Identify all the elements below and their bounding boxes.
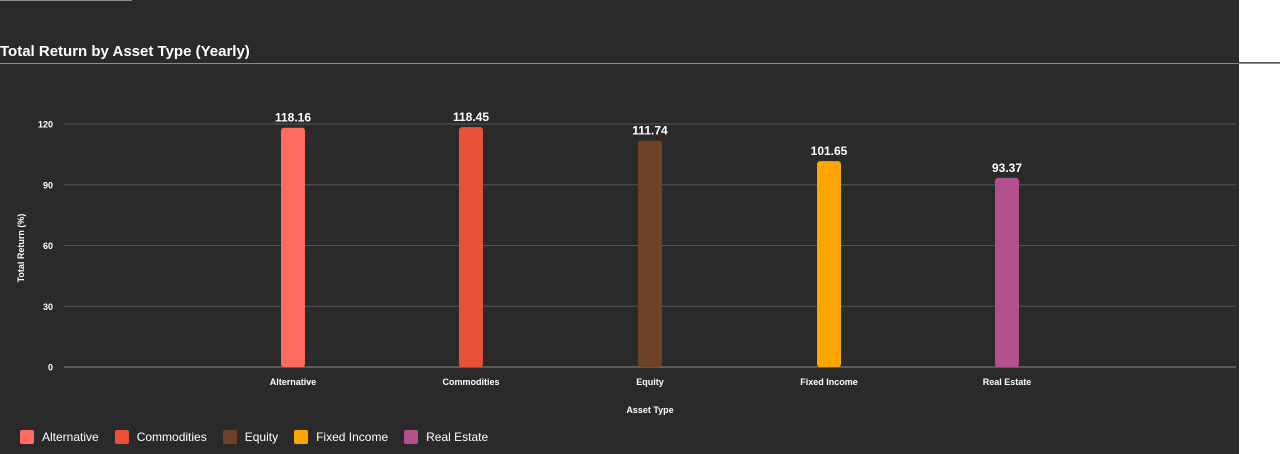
x-tick-label: Commodities (442, 377, 499, 387)
outer-divider (1239, 62, 1280, 63)
chart-title: Total Return by Asset Type (Yearly) (0, 43, 250, 60)
data-label: 111.74 (632, 124, 668, 138)
chart-legend: Alternative Commodities Equity Fixed Inc… (20, 430, 504, 444)
bar-real-estate (995, 177, 1019, 367)
y-tick-label: 90 (43, 180, 53, 190)
x-tick-label: Fixed Income (800, 377, 858, 387)
data-label: 101.65 (811, 144, 848, 158)
x-tick-label: Alternative (270, 377, 317, 387)
legend-label: Commodities (136, 430, 207, 444)
legend-item-real-estate[interactable]: Real Estate (404, 430, 488, 444)
legend-swatch (20, 430, 34, 444)
legend-item-commodities[interactable]: Commodities (114, 430, 207, 444)
bar-commodities (459, 127, 483, 367)
legend-label: Real Estate (426, 430, 489, 444)
y-tick-label: 30 (43, 302, 53, 312)
legend-swatch (294, 430, 309, 444)
legend-label: Alternative (42, 430, 99, 444)
data-label: 93.37 (992, 161, 1022, 175)
tab-underline (0, 0, 132, 1)
legend-item-alternative[interactable]: Alternative (20, 430, 99, 444)
bar-equity (638, 140, 662, 367)
y-tick-label: 60 (43, 241, 53, 251)
legend-label: Equity (244, 430, 279, 444)
x-tick-label: Real Estate (983, 377, 1032, 387)
bar-chart: 0 30 60 90 120 118.16 Alternative 118.45 Commodi… (16, 110, 1236, 415)
bar-alternative (281, 127, 305, 367)
data-label: 118.45 (453, 110, 489, 124)
legend-swatch (114, 430, 129, 444)
legend-item-fixed-income[interactable]: Fixed Income (294, 430, 388, 444)
legend-swatch (404, 430, 419, 444)
title-divider (0, 63, 1280, 64)
x-axis-title: Asset Type (626, 405, 673, 415)
y-tick-label: 120 (38, 120, 53, 130)
bar-fixed-income (817, 161, 841, 367)
y-tick-label: 0 (48, 363, 53, 373)
legend-label: Fixed Income (316, 430, 389, 444)
legend-swatch (222, 430, 237, 444)
y-axis-title: Total Return (%) (16, 214, 26, 283)
data-label: 118.16 (275, 111, 311, 125)
legend-item-equity[interactable]: Equity (222, 430, 279, 444)
x-tick-label: Equity (636, 377, 664, 387)
